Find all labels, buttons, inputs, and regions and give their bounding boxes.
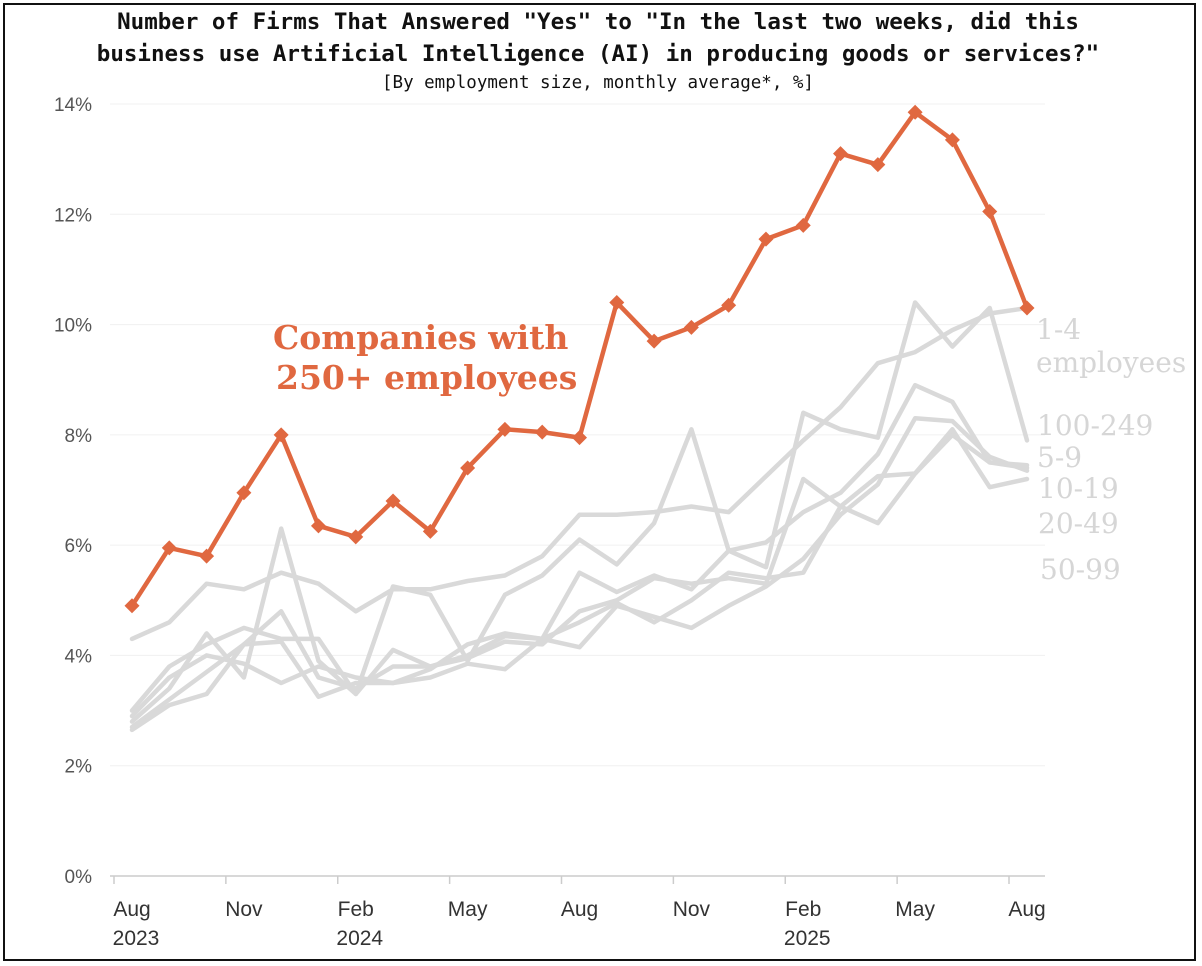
x-tick-label: Aug: [113, 898, 150, 921]
series-label-line-2: employees: [1036, 346, 1186, 379]
y-tick-label: 2%: [65, 757, 93, 778]
highlight-point-marker: [907, 104, 923, 120]
x-tick-label: May: [895, 898, 935, 921]
highlight-point-marker: [646, 333, 662, 349]
highlight-point-marker: [385, 493, 401, 509]
highlight-point-marker: [944, 132, 960, 148]
series-line: [129, 432, 1030, 713]
highlight-point-marker: [422, 523, 438, 539]
series-line: [129, 427, 1030, 719]
x-year-label: 2023: [113, 927, 160, 950]
series-label: 10-19: [1038, 472, 1119, 505]
series-line: [129, 300, 1030, 724]
chart-title-line-2: business use Artificial Intelligence (AI…: [96, 41, 1100, 67]
series-label: 100-249: [1037, 409, 1153, 442]
chart-title: Number of Firms That Answered "Yes" to "…: [0, 6, 1196, 70]
highlight-point-marker: [1019, 300, 1035, 316]
chart-title-line-1: Number of Firms That Answered "Yes" to "…: [117, 9, 1079, 35]
highlight-point-marker: [683, 319, 699, 335]
x-tick-label: Aug: [1008, 898, 1045, 921]
highlight-point-marker: [310, 518, 326, 534]
x-tick-label: Feb: [338, 898, 374, 921]
highlight-point-marker: [609, 295, 625, 311]
axis-layer: 0% 2% 4% 6% 8% 10% 12% 14% Aug Nov Feb May Aug Nov Feb…: [54, 95, 1046, 950]
y-tick-label: 0%: [65, 867, 93, 888]
x-year-label: 2025: [784, 927, 831, 950]
chart-subtitle: [By employment size, monthly average*, %…: [382, 73, 814, 93]
series-label: 5-9: [1037, 441, 1082, 474]
highlight-point-marker: [497, 421, 513, 437]
x-tick-label: Nov: [673, 898, 711, 921]
x-tick-label: Aug: [561, 898, 598, 921]
grid-layer: [110, 103, 1045, 767]
series-line: [129, 382, 1030, 730]
highlight-point-marker: [124, 598, 140, 614]
highlight-series-label-line-1: Companies with: [273, 318, 568, 357]
y-tick-label: 4%: [65, 646, 93, 667]
highlight-point-marker: [870, 157, 886, 173]
x-tick-label: Nov: [225, 898, 263, 921]
x-tick-label: Feb: [785, 898, 821, 921]
highlight-point-marker: [236, 485, 252, 501]
highlight-series-layer: [124, 104, 1035, 614]
y-tick-label: 8%: [65, 426, 93, 447]
series-label: 50-99: [1040, 553, 1121, 586]
highlight-point-marker: [758, 231, 774, 247]
series-label: 20-49: [1038, 507, 1119, 540]
series-line: [129, 416, 1030, 733]
y-tick-label: 6%: [65, 536, 93, 557]
highlight-point-marker: [348, 529, 364, 545]
highlight-point-marker: [199, 548, 215, 564]
gray-series-layer: [129, 300, 1030, 733]
highlight-point-marker: [273, 427, 289, 443]
highlight-point-marker: [721, 297, 737, 313]
highlight-point-marker: [161, 540, 177, 556]
highlight-point-marker: [982, 204, 998, 220]
highlight-point-marker: [833, 146, 849, 162]
y-tick-label: 12%: [54, 205, 92, 226]
x-year-label: 2024: [336, 927, 383, 950]
highlight-point-marker: [534, 424, 550, 440]
x-tick-label: May: [448, 898, 488, 921]
highlight-point-marker: [460, 460, 476, 476]
chart-frame: [3, 3, 1196, 961]
y-tick-label: 10%: [54, 316, 92, 337]
series-line: [129, 305, 1030, 642]
highlight-series-label-line-2: 250+ employees: [276, 358, 577, 397]
highlight-point-marker: [795, 217, 811, 233]
y-tick-label: 14%: [54, 95, 92, 116]
series-label-line-1: 1-4: [1036, 313, 1081, 346]
highlight-point-marker: [572, 430, 587, 446]
